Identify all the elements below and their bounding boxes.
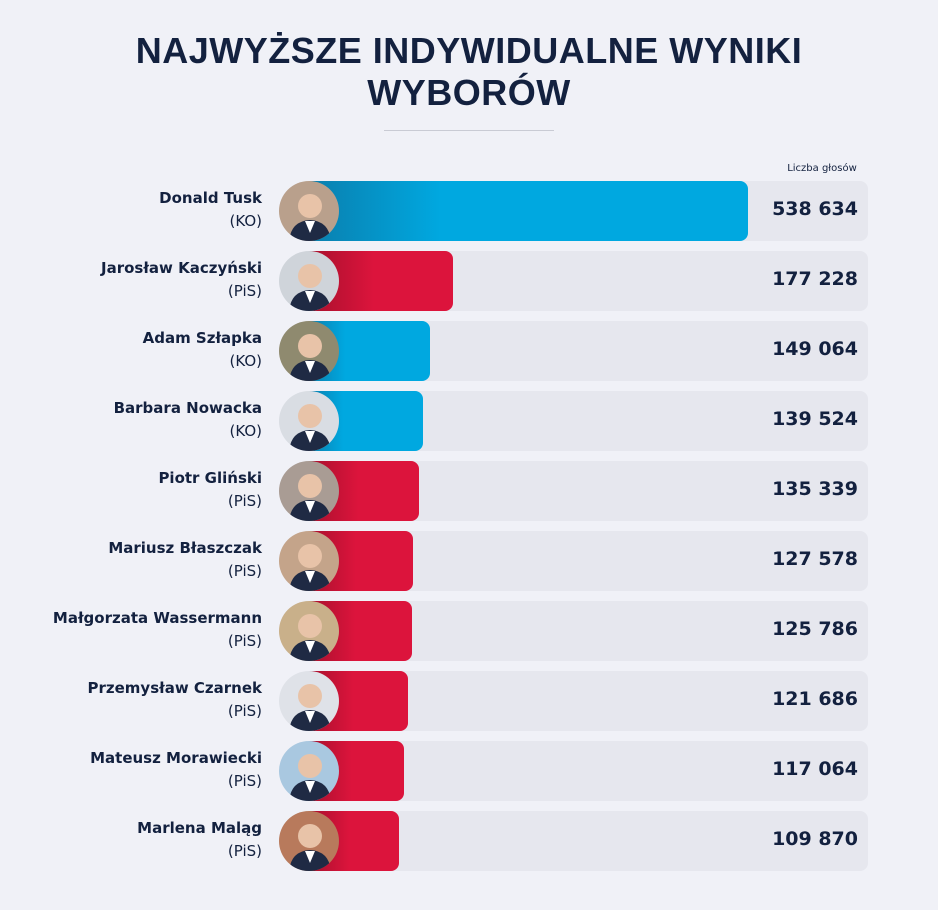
candidate-name: Małgorzata Wassermann xyxy=(52,609,262,627)
bar-row: Przemysław Czarnek (PiS) 121 686 xyxy=(0,671,938,731)
bar-track xyxy=(309,811,868,871)
candidate-name: Marlena Maląg xyxy=(137,819,262,837)
title-divider xyxy=(384,130,554,131)
bar-row: Jarosław Kaczyński (PiS) 177 228 xyxy=(0,251,938,311)
value-label: 135 339 xyxy=(772,478,858,500)
candidate-name: Mateusz Morawiecki xyxy=(90,749,262,767)
candidate-name: Mariusz Błaszczak xyxy=(108,539,262,557)
candidate-party: (PiS) xyxy=(227,842,262,860)
candidate-photo xyxy=(279,181,339,241)
value-label: 125 786 xyxy=(772,618,858,640)
candidate-photo xyxy=(279,321,339,381)
bar-row: Donald Tusk (KO) 538 634 xyxy=(0,181,938,241)
bar-row: Mateusz Morawiecki (PiS) 117 064 xyxy=(0,741,938,801)
bar-row: Adam Szłapka (KO) 149 064 xyxy=(0,321,938,381)
candidate-party: (PiS) xyxy=(227,702,262,720)
title-line-2: WYBORÓW xyxy=(367,72,571,113)
chart-title: NAJWYŻSZE INDYWIDUALNE WYNIKI WYBORÓW xyxy=(0,30,938,114)
candidate-name: Piotr Gliński xyxy=(158,469,262,487)
value-column-label: Liczba głosów xyxy=(787,163,857,174)
candidate-name: Przemysław Czarnek xyxy=(87,679,263,697)
candidate-party: (KO) xyxy=(229,352,262,370)
candidate-party: (PiS) xyxy=(227,562,262,580)
candidate-party: (KO) xyxy=(229,212,262,230)
value-label: 121 686 xyxy=(772,688,858,710)
bar-row: Małgorzata Wassermann (PiS) 125 786 xyxy=(0,601,938,661)
candidate-party: (PiS) xyxy=(227,772,262,790)
value-label: 109 870 xyxy=(772,828,858,850)
candidate-name: Donald Tusk xyxy=(159,189,262,207)
candidate-name: Jarosław Kaczyński xyxy=(101,259,262,277)
candidate-photo xyxy=(279,671,339,731)
candidate-name: Adam Szłapka xyxy=(142,329,262,347)
value-label: 117 064 xyxy=(772,758,858,780)
value-label: 177 228 xyxy=(772,268,858,290)
value-label: 127 578 xyxy=(772,548,858,570)
candidate-party: (KO) xyxy=(229,422,262,440)
candidate-photo xyxy=(279,741,339,801)
candidate-photo xyxy=(279,811,339,871)
title-line-1: NAJWYŻSZE INDYWIDUALNE WYNIKI xyxy=(135,30,803,71)
value-label: 538 634 xyxy=(772,198,858,220)
bar xyxy=(309,181,748,241)
candidate-photo xyxy=(279,601,339,661)
candidate-photo xyxy=(279,531,339,591)
candidate-party: (PiS) xyxy=(227,282,262,300)
bar-row: Piotr Gliński (PiS) 135 339 xyxy=(0,461,938,521)
candidate-name: Barbara Nowacka xyxy=(113,399,262,417)
candidate-photo xyxy=(279,391,339,451)
value-label: 139 524 xyxy=(772,408,858,430)
candidate-photo xyxy=(279,461,339,521)
candidate-photo xyxy=(279,251,339,311)
value-label: 149 064 xyxy=(772,338,858,360)
candidate-party: (PiS) xyxy=(227,492,262,510)
bar-row: Marlena Maląg (PiS) 109 870 xyxy=(0,811,938,871)
bar-row: Barbara Nowacka (KO) 139 524 xyxy=(0,391,938,451)
bar-row: Mariusz Błaszczak (PiS) 127 578 xyxy=(0,531,938,591)
candidate-party: (PiS) xyxy=(227,632,262,650)
